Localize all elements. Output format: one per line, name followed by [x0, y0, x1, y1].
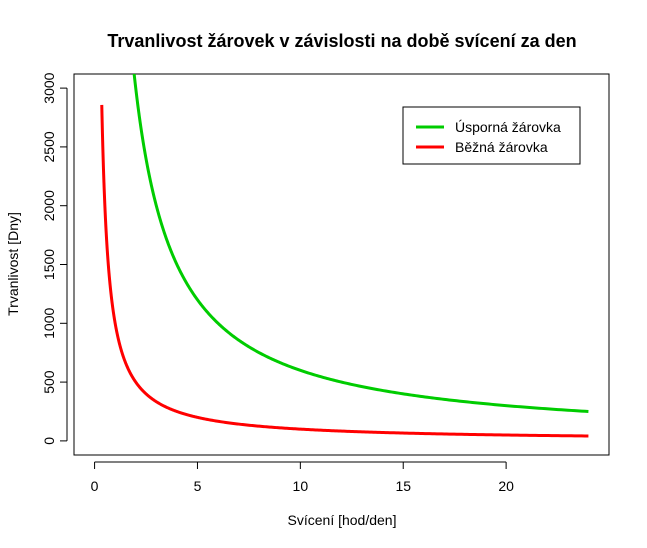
y-tick-label: 1000	[41, 308, 57, 339]
series-layer	[100, 74, 589, 438]
x-tick-label: 15	[395, 478, 411, 494]
y-tick-label: 2000	[41, 190, 57, 221]
y-tick-label: 1500	[41, 249, 57, 280]
chart-title: Trvanlivost žárovek v závislosti na době…	[107, 31, 576, 51]
x-tick-label: 10	[293, 478, 309, 494]
x-tick-label: 5	[194, 478, 202, 494]
y-tick-label: 500	[41, 370, 57, 394]
legend-label-1: Běžná žárovka	[455, 139, 548, 155]
legend: Úsporná žárovka Běžná žárovka	[402, 106, 581, 165]
legend-box	[402, 106, 581, 165]
y-tick-label: 3000	[41, 72, 57, 103]
x-tick-label: 20	[498, 478, 514, 494]
series-line-1	[100, 104, 589, 438]
y-tick-label: 2500	[41, 131, 57, 162]
series-line-0	[132, 74, 589, 413]
x-tick-label: 0	[91, 478, 99, 494]
y-axis-label: Trvanlivost [Dny]	[5, 212, 21, 316]
y-tick-label: 0	[41, 437, 57, 445]
legend-label-0: Úsporná žárovka	[455, 119, 561, 135]
x-axis-label: Svícení [hod/den]	[288, 512, 397, 528]
plot-area	[73, 73, 610, 456]
y-axis: 0 500 1000 1500 2000 2500 3000	[41, 72, 68, 445]
x-axis: 0 5 10 15 20	[91, 461, 514, 494]
